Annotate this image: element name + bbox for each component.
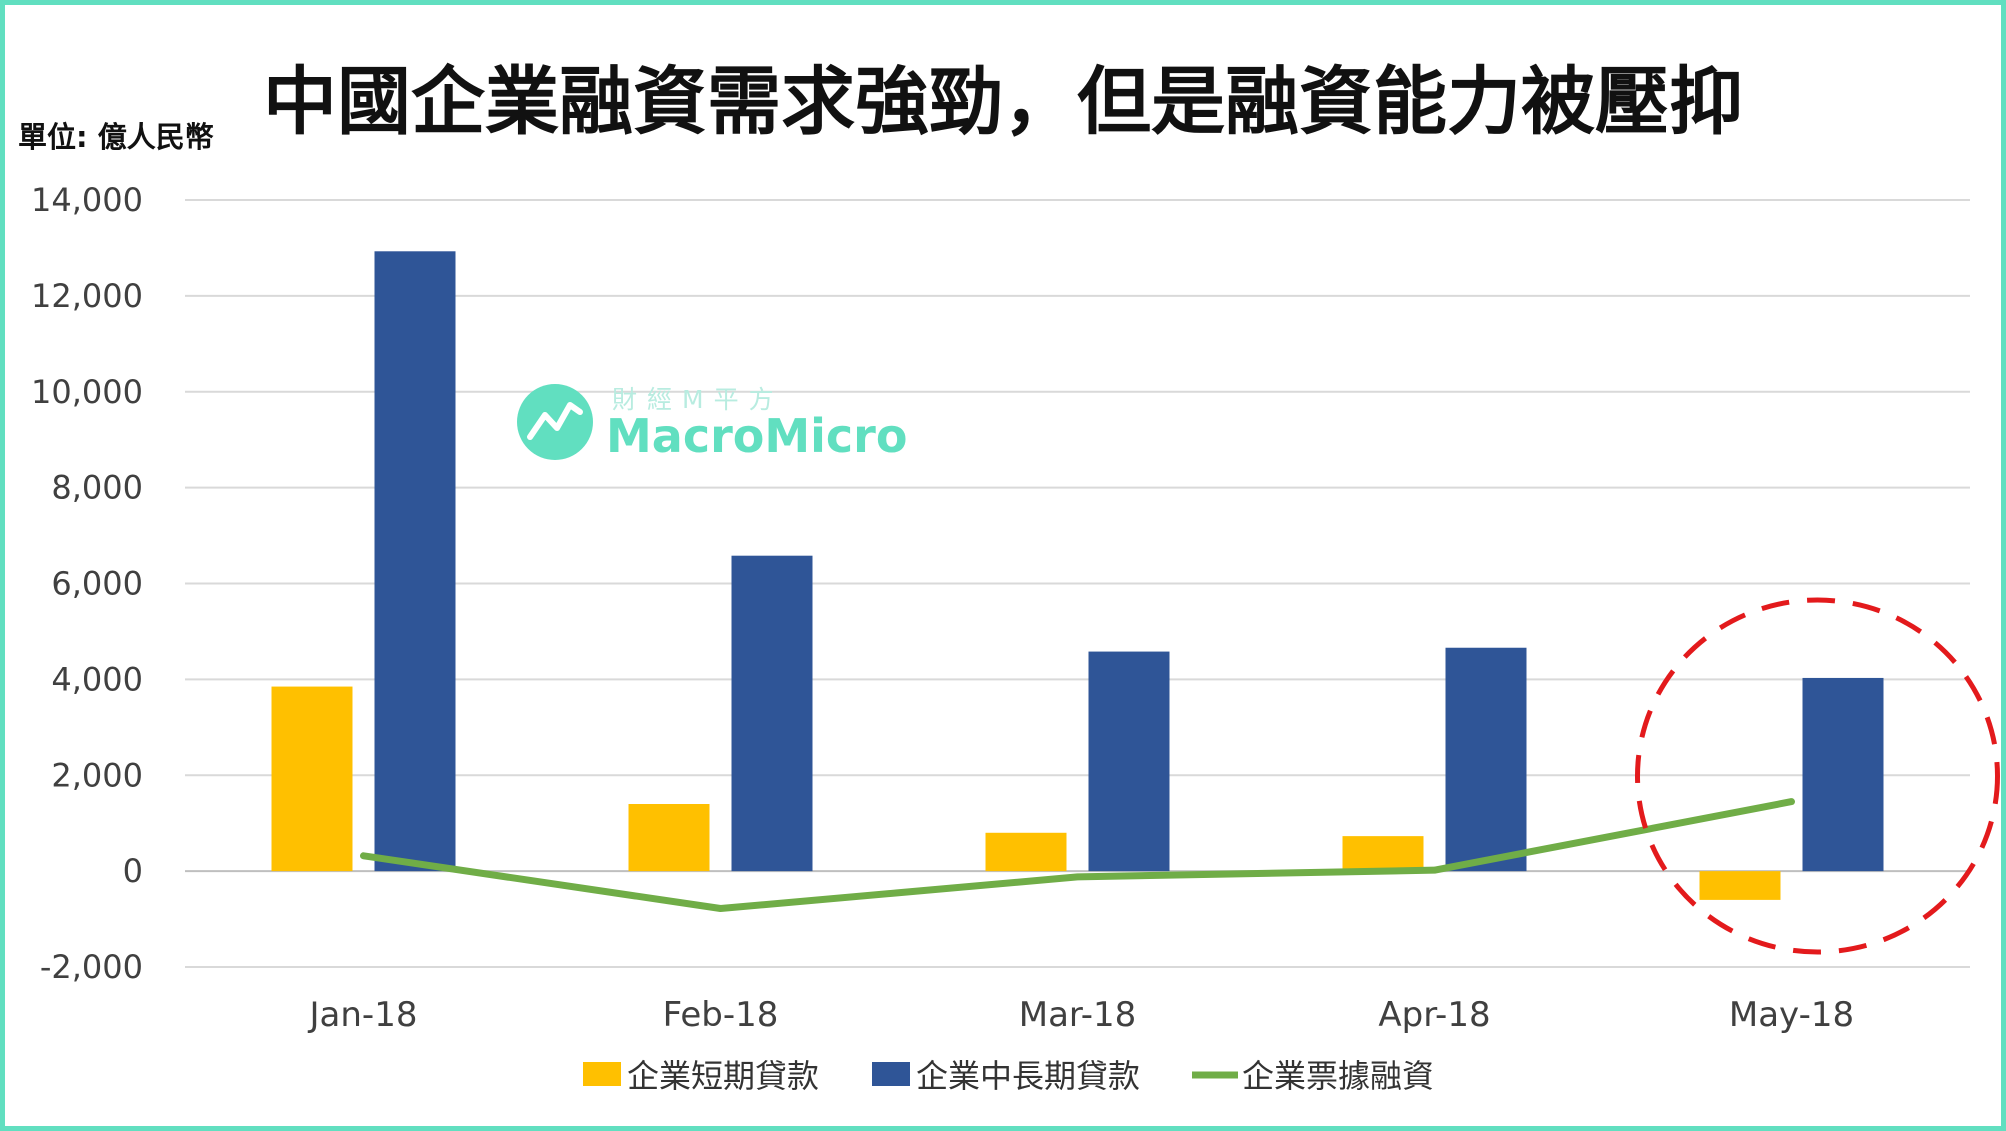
x-tick-label: Feb-18: [663, 995, 779, 1035]
line-series: [360, 798, 1795, 913]
bar: [374, 251, 456, 872]
y-tick-label: 10,000: [31, 373, 143, 411]
y-tick-label: 6,000: [51, 565, 143, 603]
y-axis-unit-label: 單位: 億人民幣: [18, 120, 214, 154]
watermark: 財經M平方 MacroMicro: [517, 384, 907, 463]
x-tick-label: Jan-18: [308, 995, 418, 1035]
annotation-circle: [1635, 597, 2000, 955]
chart-trend-icon-line: [527, 402, 583, 440]
bar: [628, 804, 710, 872]
y-axis-ticks: -2,000 0 2,000 4,000 6,000 8,000 10,000 12,000 1…: [31, 181, 143, 986]
y-tick-label: 2,000: [51, 756, 143, 794]
legend-label: 企業中長期貸款: [916, 1057, 1140, 1095]
legend-swatch: [872, 1062, 910, 1086]
x-tick-label: May-18: [1729, 995, 1854, 1035]
y-tick-label: 8,000: [51, 469, 143, 507]
bar: [1802, 677, 1884, 872]
grid-lines: [185, 199, 1970, 968]
bars: [271, 251, 1884, 900]
y-tick-label: 4,000: [51, 660, 143, 698]
watermark-small-text: 財經M平方: [612, 385, 784, 414]
bar: [1342, 836, 1424, 872]
bar: [1445, 647, 1527, 872]
bar: [731, 555, 813, 872]
legend: 企業短期貸款 企業中長期貸款 企業票據融資: [583, 1057, 1434, 1095]
legend-swatch: [583, 1062, 621, 1086]
annotation: [1635, 597, 2000, 955]
watermark-brand-text: MacroMicro: [606, 409, 907, 463]
legend-label: 企業票據融資: [1242, 1057, 1434, 1095]
bar: [985, 832, 1067, 872]
x-tick-label: Apr-18: [1378, 995, 1490, 1035]
x-tick-label: Mar-18: [1019, 995, 1137, 1035]
line-series-path: [360, 798, 1795, 913]
legend-label: 企業短期貸款: [627, 1057, 819, 1095]
bar: [1699, 871, 1781, 900]
bar: [271, 686, 353, 872]
y-tick-label: 14,000: [31, 181, 143, 219]
x-axis-ticks: Jan-18 Feb-18 Mar-18 Apr-18 May-18: [308, 995, 1855, 1035]
y-tick-label: -2,000: [40, 948, 143, 986]
y-tick-label: 12,000: [31, 277, 143, 315]
y-tick-label: 0: [123, 852, 143, 890]
bar: [1088, 651, 1170, 872]
chart-title: 中國企業融資需求強勁，但是融資能力被壓抑: [263, 59, 1743, 145]
